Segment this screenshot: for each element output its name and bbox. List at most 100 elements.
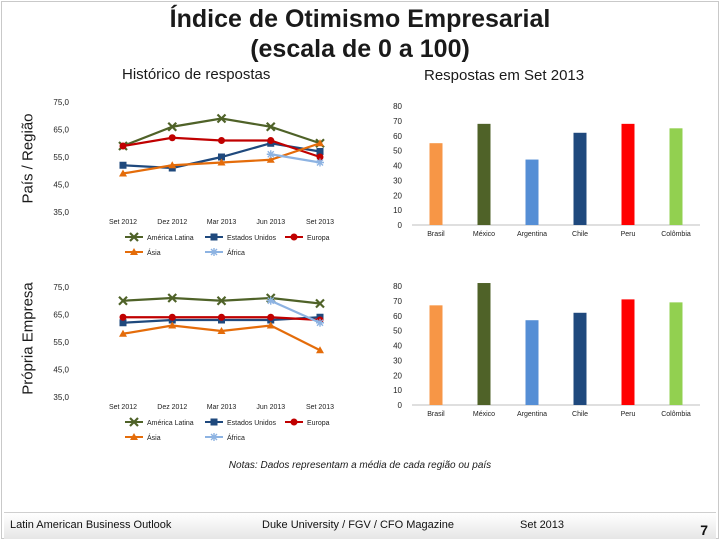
row-label-company: Própria Empresa: [19, 282, 37, 395]
legend-marker: [130, 248, 138, 255]
y-tick-label: 20: [393, 371, 402, 380]
legend-label: Estados Unidos: [227, 420, 277, 427]
series-Ásia: [119, 321, 324, 354]
data-point: [267, 313, 275, 321]
x-tick-label: Mar 2013: [207, 404, 237, 411]
legend-label: África: [227, 248, 245, 257]
y-tick-label: 35,0: [53, 208, 69, 217]
data-point: [118, 295, 128, 306]
company-current-bar-chart: 0 10 20 30 40 50 60 70 80 Brasil México Argentina Ch…: [393, 282, 700, 418]
data-point: [168, 134, 176, 142]
series-Estados Unidos: [119, 139, 324, 172]
data-point: [217, 327, 226, 334]
data-point: [217, 158, 226, 166]
x-tick-label: Colômbia: [661, 231, 691, 238]
legend-label: América Latina: [147, 420, 194, 427]
x-tick-label: Dez 2012: [157, 404, 187, 411]
data-point: [119, 329, 127, 337]
data-point: [167, 121, 178, 132]
y-tick-label: 40: [393, 342, 402, 351]
data-point: [315, 298, 325, 309]
bar: [525, 159, 539, 225]
data-point: [119, 319, 127, 327]
x-tick-label: Peru: [621, 231, 636, 238]
legend-marker: [129, 232, 139, 242]
series-África: [266, 296, 324, 327]
series-Ásia: [119, 139, 324, 177]
bar: [477, 283, 491, 405]
y-tick-label: 45,0: [53, 181, 69, 190]
y-tick-label: 20: [393, 191, 402, 200]
y-tick-label: 35,0: [53, 393, 69, 402]
row-label-country: País / Região: [19, 113, 37, 204]
page-number: 7: [700, 522, 708, 538]
x-tick-label: México: [473, 411, 495, 418]
legend-marker: [130, 433, 138, 440]
y-tick-label: 80: [393, 282, 402, 291]
x-tick-label: Argentina: [517, 411, 547, 418]
data-point: [119, 169, 127, 177]
history-subtitle: Histórico de respostas: [122, 66, 271, 83]
country-history-line-chart: 35,0 45,0 55,0 65,0 75,0 Set 2012 Dez 2012 Mar …: [53, 98, 334, 257]
slide-title-line1: Índice de Otimismo Empresarial: [169, 5, 551, 33]
x-tick-label: Jun 2013: [256, 404, 285, 411]
legend-label: Ásia: [147, 248, 161, 257]
bar: [477, 123, 491, 225]
x-tick-label: Mar 2013: [207, 219, 237, 226]
data-point: [168, 313, 176, 321]
data-point: [168, 321, 177, 329]
series-África: [266, 150, 324, 167]
x-tick-label: Brasil: [427, 231, 445, 238]
x-tick-label: Dez 2012: [157, 219, 187, 226]
y-tick-label: 10: [393, 386, 402, 395]
data-point: [218, 137, 225, 144]
x-tick-label: México: [473, 231, 495, 238]
series-line: [270, 153, 321, 164]
data-point: [266, 150, 275, 159]
bar: [669, 128, 683, 225]
x-tick-label: Chile: [572, 231, 588, 238]
footer-bar: [4, 512, 716, 539]
bar: [621, 299, 635, 405]
data-point: [119, 161, 127, 169]
legend-label: Europa: [307, 420, 330, 427]
slide-title-line2: (escala de 0 a 100): [250, 35, 470, 63]
data-point: [316, 148, 324, 155]
data-point: [216, 113, 227, 124]
series-América Latina: [118, 113, 325, 151]
data-point: [316, 153, 324, 161]
x-tick-label: Chile: [572, 411, 588, 418]
x-tick-label: Colômbia: [661, 411, 691, 418]
y-tick-label: 75,0: [53, 98, 69, 107]
legend-label: América Latina: [147, 235, 194, 242]
y-tick-label: 75,0: [53, 283, 69, 292]
bar: [621, 123, 635, 225]
footer-publication: Latin American Business Outlook: [10, 519, 172, 531]
y-tick-label: 0: [398, 221, 403, 230]
data-point: [316, 158, 324, 167]
data-point: [266, 321, 275, 329]
y-tick-label: 55,0: [53, 153, 69, 162]
bar: [669, 302, 683, 405]
data-point: [218, 313, 225, 321]
y-tick-label: 80: [393, 102, 402, 111]
y-tick-label: 45,0: [53, 366, 69, 375]
data-point: [316, 318, 324, 327]
y-tick-label: 55,0: [53, 338, 69, 347]
legend-label: Estados Unidos: [227, 235, 277, 242]
data-point: [316, 346, 324, 354]
company-history-line-chart: 35,0 45,0 55,0 65,0 75,0 Set 2012 Dez 2012 Mar …: [53, 283, 334, 442]
y-tick-label: 70: [393, 117, 402, 126]
legend-label: África: [227, 433, 245, 442]
data-point: [167, 293, 178, 303]
data-point: [218, 153, 225, 161]
data-point: [216, 295, 227, 306]
footer-date: Set 2013: [520, 519, 565, 531]
legend-label: Europa: [307, 235, 330, 242]
x-tick-label: Set 2012: [109, 404, 137, 411]
y-tick-label: 65,0: [53, 126, 69, 135]
series-América Latina: [118, 293, 325, 309]
legend-marker: [210, 433, 218, 441]
bar: [429, 305, 443, 405]
